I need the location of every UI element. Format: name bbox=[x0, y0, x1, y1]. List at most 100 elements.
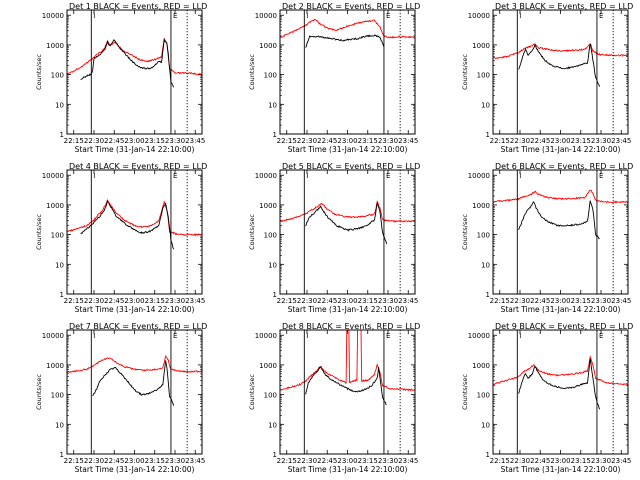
y-tick-label: 1 bbox=[486, 451, 490, 459]
x-tick-label: 23:00 bbox=[550, 137, 570, 145]
x-tick-label: 22:30 bbox=[297, 457, 317, 465]
time-marker-label: E bbox=[386, 172, 390, 180]
y-tick-label: 1000 bbox=[472, 42, 490, 50]
y-tick-label: 100 bbox=[264, 392, 277, 400]
time-marker-label: I bbox=[93, 172, 95, 180]
plot-data bbox=[67, 37, 202, 88]
lld-series-line bbox=[67, 355, 202, 373]
plot-frame bbox=[279, 9, 416, 135]
y-tick-label: 100 bbox=[51, 72, 64, 80]
y-tick-label: 1 bbox=[60, 131, 64, 139]
x-tick-label: 23:15 bbox=[358, 457, 378, 465]
x-tick-label: 22:45 bbox=[104, 137, 124, 145]
y-tick-label: 10000 bbox=[255, 12, 277, 20]
y-tick-label: 1 bbox=[486, 291, 490, 299]
x-tick-label: 23:45 bbox=[611, 457, 631, 465]
y-tick-label: 1000 bbox=[472, 362, 490, 370]
chart-panel-4: Det 4 BLACK = Events, RED = LLD 1 10 100 100… bbox=[35, 162, 207, 314]
x-tick-label: 22:15 bbox=[490, 297, 510, 305]
y-tick-label: 1000 bbox=[46, 362, 64, 370]
chart-panel-7: Det 7 BLACK = Events, RED = LLD 1 10 100 100… bbox=[35, 322, 207, 474]
plot-data bbox=[493, 355, 628, 410]
x-tick-label: 23:30 bbox=[378, 457, 398, 465]
chart-panel-2: Det 2 BLACK = Events, RED = LLD 1 10 100 100… bbox=[248, 2, 420, 154]
y-axis-label: Counts/sec bbox=[248, 374, 256, 410]
x-tick-label: 22:15 bbox=[277, 297, 297, 305]
time-marker-label: E bbox=[173, 12, 177, 20]
x-tick-label: 22:15 bbox=[64, 297, 84, 305]
plot-frame bbox=[66, 9, 203, 135]
x-tick-label: 22:15 bbox=[64, 457, 84, 465]
y-tick-label: 1000 bbox=[46, 202, 64, 210]
x-tick-label: 22:30 bbox=[297, 137, 317, 145]
y-axis-label: Counts/sec bbox=[35, 54, 43, 90]
y-axis-label: Counts/sec bbox=[461, 374, 469, 410]
chart-title: Det 6 BLACK = Events, RED = LLD bbox=[495, 162, 633, 171]
x-tick-label: 22:45 bbox=[317, 457, 337, 465]
x-tick-label: 23:30 bbox=[591, 137, 611, 145]
plot-data bbox=[280, 200, 415, 245]
x-tick-label: 23:00 bbox=[337, 457, 357, 465]
y-tick-label: 10000 bbox=[42, 172, 64, 180]
y-tick-label: 1000 bbox=[259, 362, 277, 370]
lld-series-line bbox=[493, 355, 628, 386]
y-tick-label: 10000 bbox=[42, 12, 64, 20]
x-axis-label: Start Time (31-Jan-14 22:10:00) bbox=[75, 305, 195, 314]
x-tick-label: 23:45 bbox=[611, 137, 631, 145]
plot-data bbox=[67, 198, 202, 250]
plot-frame bbox=[492, 9, 629, 135]
events-series-line bbox=[80, 38, 175, 88]
plot-data bbox=[493, 189, 628, 240]
plot-data bbox=[280, 330, 415, 406]
time-marker-label: E bbox=[599, 12, 603, 20]
y-axis-label: Counts/sec bbox=[461, 214, 469, 250]
x-tick-label: 23:30 bbox=[591, 297, 611, 305]
x-tick-label: 22:45 bbox=[317, 297, 337, 305]
chart-title: Det 1 BLACK = Events, RED = LLD bbox=[69, 2, 207, 11]
lld-series-line bbox=[67, 37, 202, 76]
x-tick-label: 23:30 bbox=[165, 297, 185, 305]
y-tick-label: 10 bbox=[55, 101, 64, 109]
x-tick-label: 22:30 bbox=[510, 297, 530, 305]
y-tick-label: 10 bbox=[481, 421, 490, 429]
y-axis-label: Counts/sec bbox=[248, 214, 256, 250]
y-tick-label: 1 bbox=[273, 131, 277, 139]
plot-frame bbox=[66, 329, 203, 455]
chart-panel-1: Det 1 BLACK = Events, RED = LLD 1 10 100 100… bbox=[35, 2, 207, 154]
y-tick-label: 10000 bbox=[255, 172, 277, 180]
time-marker-label: I bbox=[93, 332, 95, 340]
lld-series-line bbox=[280, 18, 415, 39]
x-axis-label: Start Time (31-Jan-14 22:10:00) bbox=[288, 145, 408, 154]
time-marker-label: I bbox=[306, 12, 308, 20]
x-tick-label: 23:00 bbox=[550, 297, 570, 305]
events-series-line bbox=[305, 202, 388, 245]
x-tick-label: 22:15 bbox=[490, 137, 510, 145]
events-series-line bbox=[305, 366, 387, 406]
y-tick-label: 10000 bbox=[468, 332, 490, 340]
x-tick-label: 23:15 bbox=[145, 137, 165, 145]
y-tick-label: 10 bbox=[268, 421, 277, 429]
time-marker-label: I bbox=[93, 12, 95, 20]
events-series-line bbox=[305, 34, 385, 48]
y-tick-label: 100 bbox=[264, 232, 277, 240]
x-tick-label: 23:15 bbox=[358, 137, 378, 145]
x-tick-label: 22:15 bbox=[490, 457, 510, 465]
chart-title: Det 2 BLACK = Events, RED = LLD bbox=[282, 2, 420, 11]
y-tick-label: 100 bbox=[51, 392, 64, 400]
x-tick-label: 22:45 bbox=[530, 457, 550, 465]
events-series-line bbox=[518, 358, 601, 410]
plot-data bbox=[280, 18, 415, 48]
x-tick-label: 23:30 bbox=[591, 457, 611, 465]
y-axis-label: Counts/sec bbox=[35, 214, 43, 250]
y-tick-label: 10000 bbox=[255, 332, 277, 340]
lld-series-line bbox=[493, 189, 628, 204]
chart-panel-8: Det 8 BLACK = Events, RED = LLD 1 10 100 100… bbox=[248, 322, 420, 474]
x-tick-label: 22:15 bbox=[277, 457, 297, 465]
x-tick-label: 23:45 bbox=[185, 297, 205, 305]
y-axis-label: Counts/sec bbox=[461, 54, 469, 90]
y-tick-label: 1 bbox=[60, 451, 64, 459]
x-tick-label: 22:30 bbox=[510, 137, 530, 145]
x-tick-label: 23:00 bbox=[124, 137, 144, 145]
x-tick-label: 23:45 bbox=[611, 297, 631, 305]
